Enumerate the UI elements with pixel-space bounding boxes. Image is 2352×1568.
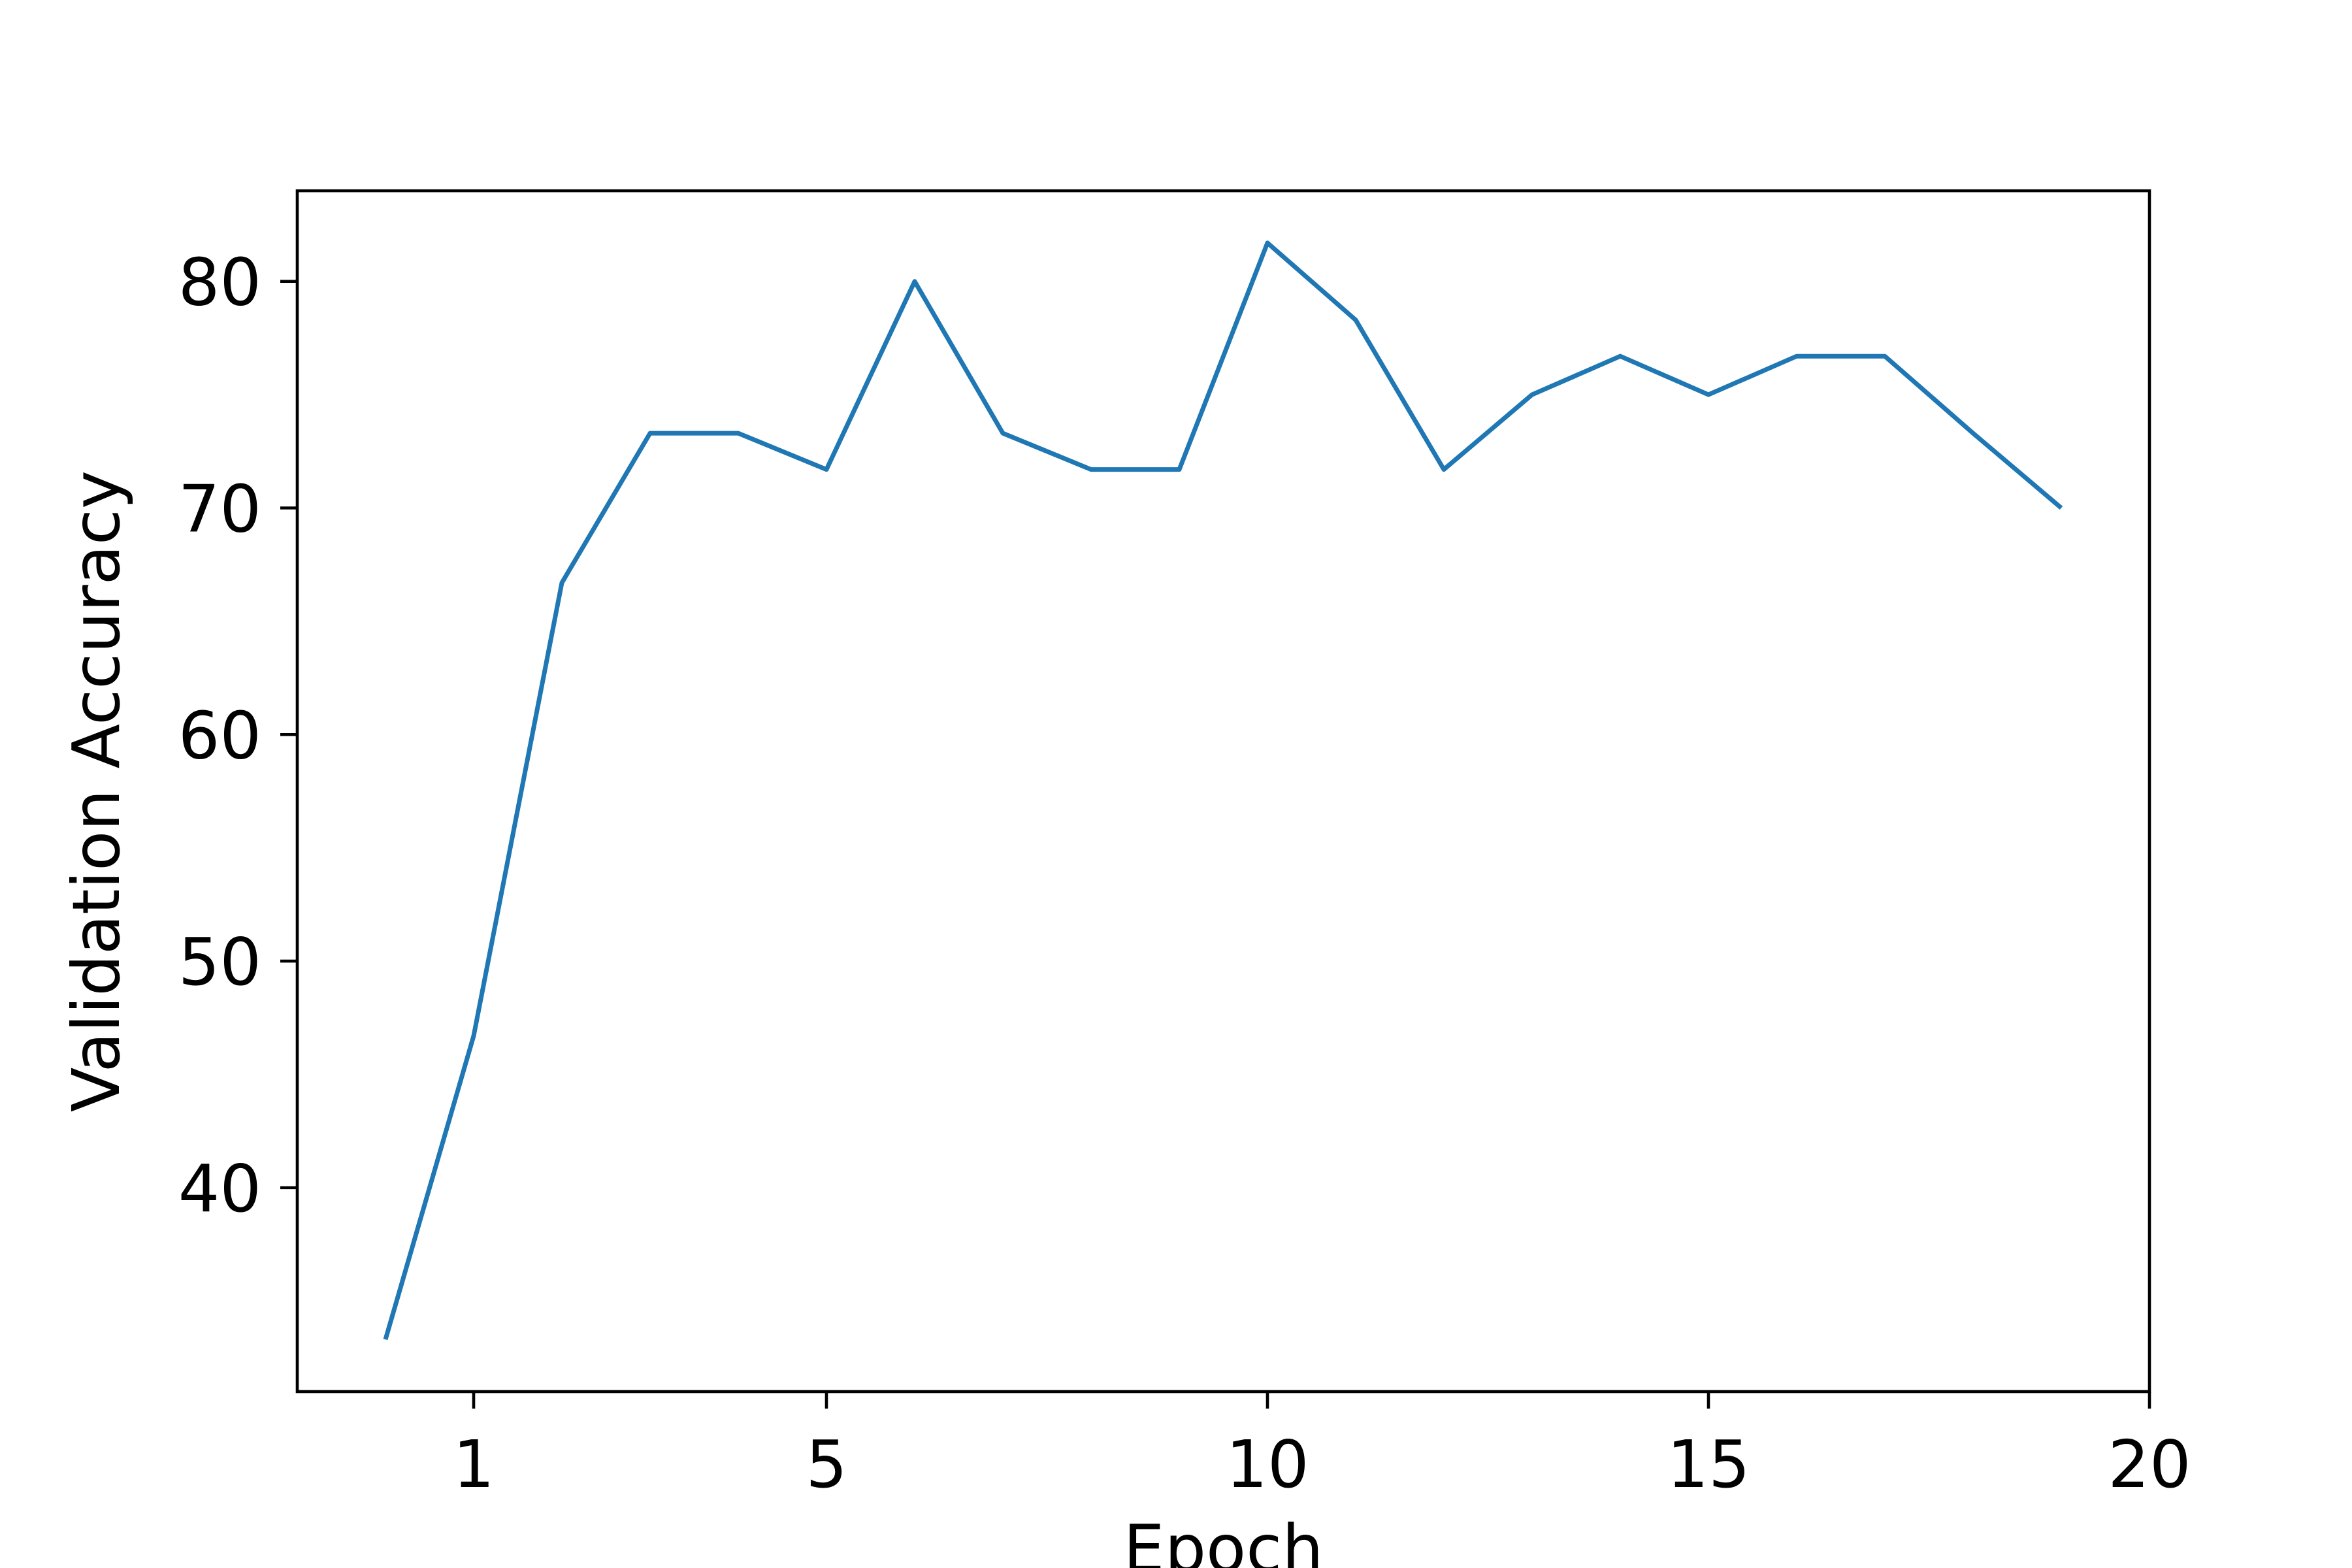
- series-line-0: [383, 240, 2063, 1341]
- y-tick-label: 60: [178, 697, 261, 774]
- x-tick-label: 5: [806, 1426, 847, 1503]
- y-tick-label: 40: [178, 1151, 261, 1227]
- x-axis-label: Epoch: [1123, 1511, 1323, 1568]
- x-tick-label: 1: [453, 1426, 495, 1503]
- x-tick-label: 10: [1226, 1426, 1309, 1503]
- y-tick-label: 80: [178, 244, 261, 321]
- y-axis-ticks: 40 50 60 70 80: [178, 244, 297, 1227]
- plot-area: [383, 240, 2063, 1341]
- axes-frame: [295, 189, 2151, 1394]
- x-tick-label: 20: [2108, 1426, 2191, 1503]
- y-axis-label: Validation Accuracy: [58, 470, 135, 1112]
- x-tick-label: 15: [1667, 1426, 1750, 1503]
- y-tick-label: 70: [178, 471, 261, 547]
- y-tick-label: 50: [178, 924, 261, 1000]
- x-axis-ticks: 1 5 10 15 20: [453, 1392, 2191, 1503]
